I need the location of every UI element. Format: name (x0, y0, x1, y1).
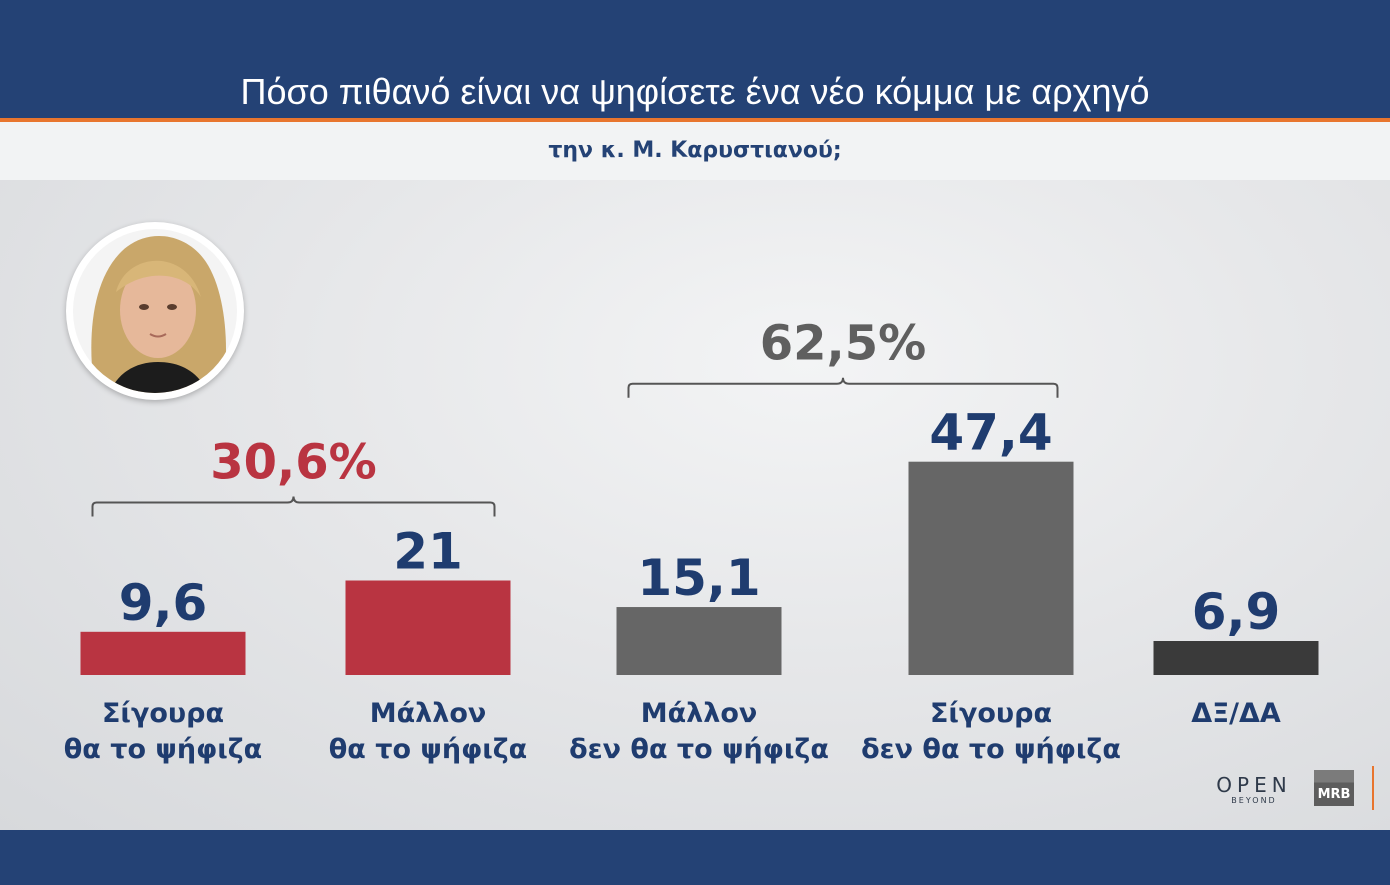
bar-value-label-4: 6,9 (1192, 583, 1281, 641)
chart-title: Πόσο πιθανό είναι να ψηφίσετε ένα νέο κό… (240, 71, 1150, 112)
category-label-2-1: δεν θα το ψήφιζα (569, 734, 829, 765)
chart-subtitle: την κ. Μ. Καρυστιανού; (548, 138, 842, 163)
group-total-label-1: 62,5% (760, 316, 927, 372)
subtitle-bar (0, 122, 1390, 180)
category-label-1-0: Μάλλον (370, 698, 487, 729)
footer-band (0, 830, 1390, 885)
bar-value-label-0: 9,6 (119, 574, 208, 632)
mrb-logo-box (1314, 770, 1354, 806)
bar-4 (1153, 641, 1319, 675)
open-logo: OPEN (1216, 773, 1292, 797)
group-bracket-0 (91, 496, 496, 517)
bar-value-label-3: 47,4 (929, 404, 1052, 462)
bar-value-label-2: 15,1 (637, 549, 760, 607)
logo-divider (1372, 766, 1374, 810)
group-bracket-1 (627, 377, 1059, 398)
bar-1 (345, 580, 511, 675)
category-label-3-1: δεν θα το ψήφιζα (861, 734, 1121, 765)
group-total-label-0: 30,6% (210, 435, 377, 491)
mrb-logo: MRB (1317, 787, 1351, 802)
bar-2 (616, 607, 782, 675)
category-label-1-1: θα το ψήφιζα (329, 734, 527, 765)
bar-3 (908, 461, 1074, 675)
open-logo-tagline: BEYOND (1231, 796, 1277, 805)
header-band (0, 0, 1390, 118)
portrait-avatar (66, 222, 244, 400)
portrait-icon (73, 229, 237, 393)
header-accent-line (0, 118, 1390, 122)
bar-0 (80, 631, 246, 675)
bar-value-label-1: 21 (393, 523, 463, 581)
category-label-0-1: θα το ψήφιζα (64, 734, 262, 765)
category-label-2-0: Μάλλον (641, 698, 758, 729)
category-label-0-0: Σίγουρα (102, 698, 224, 729)
category-label-3-0: Σίγουρα (930, 698, 1052, 729)
category-label-4-0: ΔΞ/ΔΑ (1191, 698, 1281, 729)
